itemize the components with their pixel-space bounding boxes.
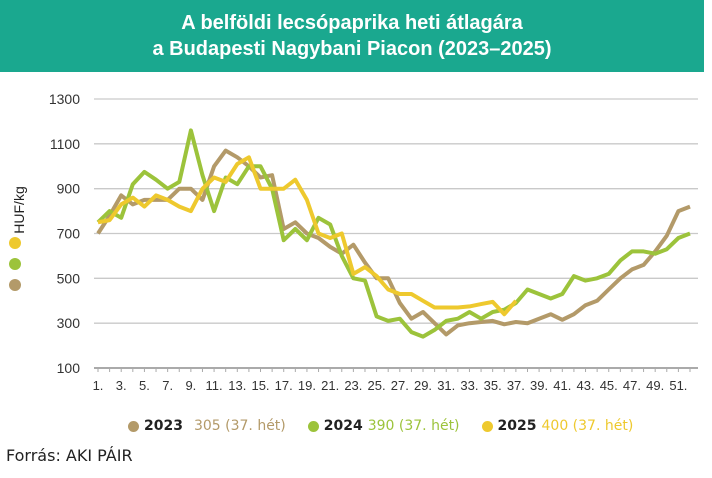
- x-tick-label: 27.: [391, 378, 409, 393]
- x-tick-label: 5.: [139, 378, 150, 393]
- series-line-2023: [96, 148, 691, 337]
- title-line-1: A belföldi lecsópaprika heti átlagára: [181, 12, 523, 34]
- legend-note: 390 (37. hét): [367, 418, 460, 434]
- legend: 2023 305 (37. hét) 2024 390 (37. hét) 20…: [128, 418, 633, 434]
- y-axis-legend-dot-icon: [9, 279, 21, 291]
- y-axis-label: HUF/kg: [11, 186, 27, 233]
- legend-item-2025: 2025 400 (37. hét): [481, 418, 634, 434]
- x-tick-label: 23.: [344, 378, 362, 393]
- x-tick-label: 29.: [414, 378, 432, 393]
- x-tick-label: 7.: [162, 378, 173, 393]
- legend-note: 305 (37. hét): [193, 418, 286, 434]
- legend-item-2024: 2024 390 (37. hét): [307, 418, 460, 434]
- y-axis-legend-dot-icon: [9, 237, 21, 249]
- y-tick-label: 1100: [50, 136, 80, 152]
- x-tick-label: 49.: [646, 378, 664, 393]
- legend-year: 2025: [497, 418, 537, 434]
- x-tick-label: 17.: [275, 378, 293, 393]
- x-tick-label: 15.: [251, 378, 269, 393]
- x-tick-label: 3.: [116, 378, 127, 393]
- x-tick-label: 51.: [669, 378, 687, 393]
- legend-year: 2024: [323, 418, 363, 434]
- y-tick-label: 1300: [49, 91, 80, 107]
- x-tick-label: 19.: [298, 378, 316, 393]
- x-tick-label: 45.: [600, 378, 618, 393]
- series-line-2025: [97, 155, 518, 317]
- legend-dot-icon: [307, 420, 319, 432]
- chart-title: A belföldi lecsópaprika heti átlagára a …: [0, 0, 704, 72]
- source-note: Forrás: AKI PÁIR: [6, 446, 133, 465]
- x-tick-label: 13.: [228, 378, 246, 393]
- x-tick-label: 39.: [530, 378, 548, 393]
- legend-dot-icon: [481, 420, 493, 432]
- legend-dot-icon: [128, 420, 139, 432]
- x-tick-label: 41.: [553, 378, 571, 393]
- legend-item-2023: 2023 305 (37. hét): [128, 418, 286, 434]
- series-line-2024: [96, 128, 691, 339]
- legend-year: 2023: [144, 418, 183, 434]
- line-chart: 100 300 500 700 900 1100 1300 1. 3. 5. 7. 9. 11. 13. 1…: [9, 91, 698, 393]
- y-tick-label: 300: [57, 315, 81, 331]
- x-tick-label: 35.: [484, 378, 502, 393]
- x-tick-label: 31.: [437, 378, 455, 393]
- x-tick-label: 47.: [623, 378, 641, 393]
- x-tick-label: 43.: [576, 378, 594, 393]
- title-line-2: a Budapesti Nagybani Piacon (2023–2025): [152, 38, 552, 60]
- y-axis-legend-dot-icon: [9, 258, 21, 270]
- x-tick-label: 9.: [185, 378, 196, 393]
- x-tick-label: 11.: [206, 378, 223, 393]
- x-tick-label: 1.: [93, 378, 104, 393]
- legend-note: 400 (37. hét): [541, 418, 634, 434]
- y-tick-label: 900: [57, 181, 81, 197]
- x-tick-label: 25.: [368, 378, 386, 393]
- x-tick-label: 21.: [321, 378, 339, 393]
- y-tick-label: 700: [57, 226, 81, 242]
- y-tick-label: 500: [57, 270, 81, 286]
- x-tick-label: 33.: [460, 378, 478, 393]
- x-tick-label: 37.: [507, 378, 525, 393]
- y-tick-label: 100: [57, 360, 81, 376]
